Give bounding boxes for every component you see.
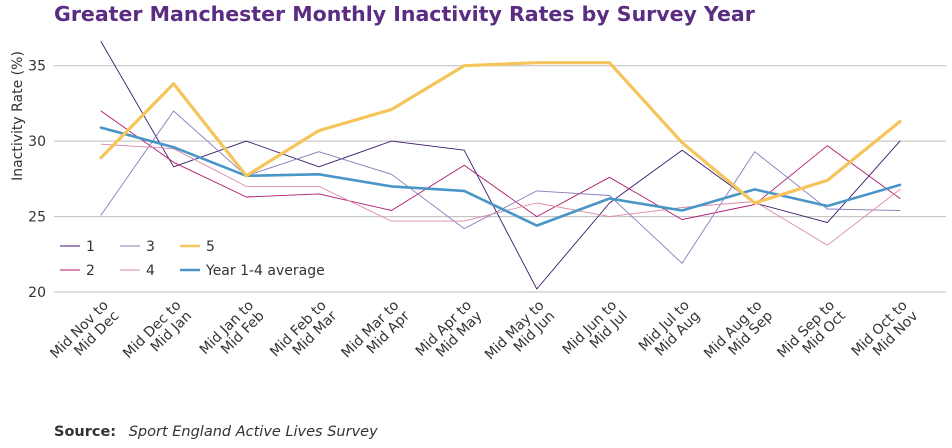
series-line-year-1-4-average	[99, 126, 902, 227]
series-line-5	[99, 61, 902, 205]
y-tick-label: 25	[28, 210, 46, 226]
legend-label: Year 1-4 average	[205, 263, 325, 279]
legend-label: 3	[146, 239, 155, 255]
x-tick-label: Mid Mar toMid Apr	[339, 297, 414, 372]
x-tick-label: Mid Jun toMid Jul	[560, 298, 631, 369]
series-lines	[99, 41, 902, 290]
x-tick-label: Mid Jan toMid Feb	[197, 297, 268, 368]
x-tick-label: Mid Nov toMid Dec	[47, 298, 122, 373]
legend-label: 4	[146, 263, 155, 279]
series-line-3	[100, 110, 901, 264]
x-tick-label: Mid Jul toMid Aug	[636, 298, 704, 366]
x-tick-label: Mid May toMid Jun	[482, 298, 558, 374]
y-tick-labels: 20 25 30 35	[28, 59, 46, 301]
legend-label: 5	[206, 239, 215, 255]
y-axis-label: Inactivity Rate (%)	[10, 51, 26, 181]
legend: 1 2 3 4 5 Year 1-4 average	[60, 239, 325, 279]
source-text: Sport England Active Lives Survey	[128, 424, 378, 440]
x-tick-label: Mid Apr toMid May	[413, 298, 486, 371]
y-tick-label: 20	[28, 285, 46, 301]
source-note: Source: Sport England Active Lives Surve…	[54, 424, 378, 440]
x-tick-label: Mid Sep toMid Oct	[774, 297, 849, 372]
source-label: Source:	[54, 424, 117, 440]
legend-label: 1	[86, 239, 95, 255]
series-line-1	[100, 41, 901, 290]
chart-title: Greater Manchester Monthly Inactivity Ra…	[54, 2, 755, 26]
legend-label: 2	[86, 263, 95, 279]
x-tick-label: Mid Aug toMid Sep	[701, 297, 776, 372]
x-tick-label: Mid Feb toMid Mar	[267, 297, 340, 370]
x-tick-label: Mid Dec toMid Jan	[120, 298, 195, 373]
y-tick-label: 35	[28, 59, 46, 75]
x-tick-label: Mid Oct toMid Nov	[849, 298, 922, 371]
series-line-4	[100, 143, 901, 246]
series-line-2	[100, 110, 901, 221]
y-tick-label: 30	[28, 134, 46, 150]
